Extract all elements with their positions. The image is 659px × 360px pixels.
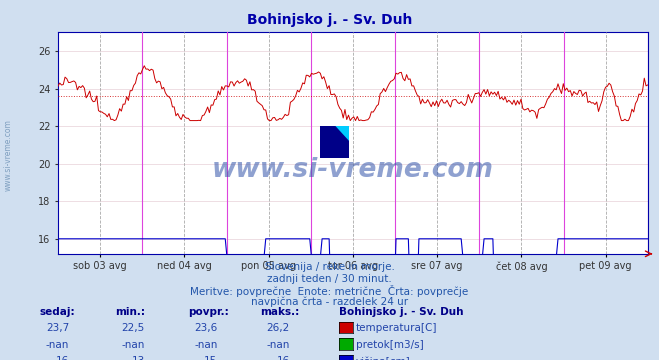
Text: 23,6: 23,6 <box>194 323 217 333</box>
Text: 13: 13 <box>132 356 145 360</box>
Text: navpična črta - razdelek 24 ur: navpična črta - razdelek 24 ur <box>251 297 408 307</box>
Text: 16: 16 <box>277 356 290 360</box>
Text: povpr.:: povpr.: <box>188 307 229 317</box>
Text: -nan: -nan <box>122 340 145 350</box>
Text: -nan: -nan <box>46 340 69 350</box>
Text: Slovenija / reke in morje.: Slovenija / reke in morje. <box>264 262 395 272</box>
Text: min.:: min.: <box>115 307 146 317</box>
Text: sedaj:: sedaj: <box>40 307 75 317</box>
Text: 23,7: 23,7 <box>46 323 69 333</box>
Text: -nan: -nan <box>267 340 290 350</box>
Text: Bohinjsko j. - Sv. Duh: Bohinjsko j. - Sv. Duh <box>339 307 464 317</box>
Text: www.si-vreme.com: www.si-vreme.com <box>3 119 13 191</box>
Text: 15: 15 <box>204 356 217 360</box>
Text: www.si-vreme.com: www.si-vreme.com <box>212 157 494 183</box>
Text: maks.:: maks.: <box>260 307 300 317</box>
Text: zadnji teden / 30 minut.: zadnji teden / 30 minut. <box>267 274 392 284</box>
Polygon shape <box>320 126 335 158</box>
Text: 22,5: 22,5 <box>122 323 145 333</box>
Polygon shape <box>320 126 349 158</box>
Text: 26,2: 26,2 <box>267 323 290 333</box>
Text: temperatura[C]: temperatura[C] <box>356 323 438 333</box>
Text: Bohinjsko j. - Sv. Duh: Bohinjsko j. - Sv. Duh <box>247 13 412 27</box>
Polygon shape <box>335 126 349 142</box>
Text: pretok[m3/s]: pretok[m3/s] <box>356 340 424 350</box>
Text: višina[cm]: višina[cm] <box>356 356 411 360</box>
Text: Meritve: povprečne  Enote: metrične  Črta: povprečje: Meritve: povprečne Enote: metrične Črta:… <box>190 285 469 297</box>
Text: -nan: -nan <box>194 340 217 350</box>
Text: 16: 16 <box>56 356 69 360</box>
